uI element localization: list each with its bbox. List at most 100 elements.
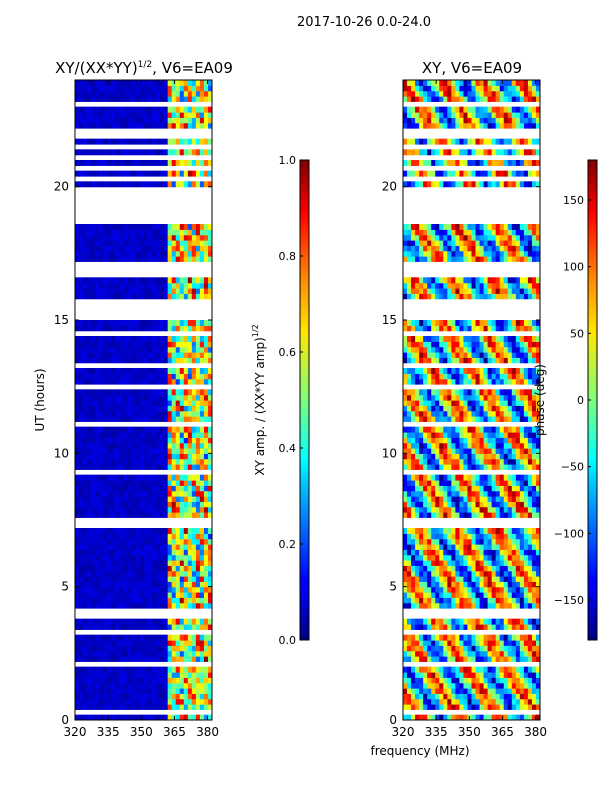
amp-heatmap-cell xyxy=(111,453,116,460)
amp-heatmap-cell xyxy=(207,682,212,689)
phase-heatmap-cell xyxy=(535,373,540,380)
phase-heatmap-cell xyxy=(495,688,501,694)
amp-heatmap-cell xyxy=(199,325,205,332)
phase-heatmap-cell xyxy=(423,533,428,540)
phase-heatmap-cell xyxy=(431,554,436,561)
phase-heatmap-cell xyxy=(447,501,452,508)
amp-heatmap-cell xyxy=(147,650,153,657)
phase-heatmap-cell xyxy=(471,394,477,401)
phase-heatmap-cell xyxy=(507,538,513,545)
phase-heatmap-cell xyxy=(531,581,537,588)
phase-heatmap-cell xyxy=(447,506,452,513)
amp-heatmap-cell xyxy=(179,586,185,593)
phase-heatmap-cell xyxy=(403,549,408,556)
phase-heatmap-cell xyxy=(511,501,517,508)
phase-heatmap-cell xyxy=(491,453,497,460)
amp-heatmap-cell xyxy=(191,512,197,518)
phase-heatmap-cell xyxy=(451,373,456,380)
phase-heatmap-cell xyxy=(487,373,493,380)
phase-heatmap-cell xyxy=(499,565,505,572)
phase-heatmap-cell xyxy=(427,688,432,694)
amp-heatmap-cell xyxy=(187,90,193,97)
amp-heatmap-cell xyxy=(139,416,145,422)
amp-heatmap-cell xyxy=(79,341,84,348)
amp-heatmap-cell xyxy=(123,640,128,646)
phase-heatmap-cell xyxy=(535,400,540,406)
amp-heatmap-cell xyxy=(203,320,209,326)
amp-heatmap-cell xyxy=(199,549,205,556)
phase-heatmap-cell xyxy=(407,597,412,604)
amp-heatmap-cell xyxy=(123,96,128,102)
amp-heatmap-cell xyxy=(187,666,193,673)
phase-heatmap-cell xyxy=(495,576,501,582)
amp-heatmap-cell xyxy=(131,570,137,577)
amp-heatmap-cell xyxy=(159,512,165,518)
phase-heatmap-cell xyxy=(455,624,461,630)
amp-heatmap-cell xyxy=(95,90,100,97)
amp-heatmap-cell xyxy=(155,224,161,230)
phase-heatmap-cell xyxy=(519,437,525,444)
amp-heatmap-cell xyxy=(107,624,112,630)
phase-heatmap-cell xyxy=(459,570,465,577)
phase-heatmap-cell xyxy=(507,400,513,406)
phase-heatmap-cell xyxy=(479,677,485,684)
amp-heatmap-cell xyxy=(155,426,161,433)
amp-heatmap-cell xyxy=(103,698,108,705)
phase-heatmap-cell xyxy=(451,592,456,598)
amp-heatmap-cell xyxy=(207,389,212,396)
phase-heatmap-cell xyxy=(403,378,408,385)
amp-heatmap-cell xyxy=(167,352,173,358)
amp-heatmap-cell xyxy=(175,480,181,486)
phase-heatmap-cell xyxy=(535,672,540,678)
amp-heatmap-cell xyxy=(159,288,165,294)
amp-heatmap-cell xyxy=(183,234,189,241)
amp-heatmap-cell xyxy=(95,586,100,593)
amp-heatmap-cell xyxy=(143,320,149,326)
phase-heatmap-cell xyxy=(535,432,540,438)
phase-heatmap-cell xyxy=(423,554,428,561)
amp-heatmap-cell xyxy=(79,224,84,230)
amp-heatmap-cell xyxy=(83,400,88,406)
amp-heatmap-cell xyxy=(127,634,133,641)
amp-heatmap-cell xyxy=(115,512,120,518)
amp-heatmap-cell xyxy=(75,432,80,438)
amp-heatmap-cell xyxy=(115,693,120,700)
amp-heatmap-cell xyxy=(147,474,153,481)
amp-heatmap-cell xyxy=(79,181,84,188)
phase-heatmap-cell xyxy=(455,506,461,513)
amp-heatmap-cell xyxy=(191,538,197,545)
amp-heatmap-cell xyxy=(115,357,120,364)
phase-heatmap-cell xyxy=(411,528,416,534)
amp-heatmap-cell xyxy=(123,570,128,577)
amp-heatmap-cell xyxy=(183,277,189,284)
amp-heatmap-cell xyxy=(187,277,193,284)
amp-heatmap-cell xyxy=(103,394,108,401)
phase-heatmap-cell xyxy=(523,576,529,582)
amp-heatmap-cell xyxy=(139,549,145,556)
amp-heatmap-cell xyxy=(139,533,145,540)
phase-heatmap-cell xyxy=(419,496,424,502)
phase-heatmap-cell xyxy=(415,634,420,641)
amp-heatmap-cell xyxy=(159,160,165,166)
amp-heatmap-cell xyxy=(119,602,124,609)
amp-heatmap-cell xyxy=(139,352,145,358)
amp-heatmap-cell xyxy=(75,602,80,609)
phase-heatmap-cell xyxy=(523,400,529,406)
phase-heatmap-cell xyxy=(491,682,497,689)
amp-heatmap-cell xyxy=(107,528,112,534)
phase-heatmap-cell xyxy=(427,448,432,454)
phase-heatmap-cell xyxy=(531,410,537,417)
amp-heatmap-cell xyxy=(115,624,120,630)
phase-heatmap-cell xyxy=(479,618,485,625)
amp-heatmap-cell xyxy=(83,682,88,689)
phase-heatmap-cell xyxy=(483,368,489,374)
phase-heatmap-cell xyxy=(427,405,432,412)
amp-heatmap-cell xyxy=(119,666,124,673)
amp-heatmap-cell xyxy=(127,90,133,97)
phase-heatmap-cell xyxy=(447,640,452,646)
amp-heatmap-cell xyxy=(95,293,100,300)
phase-heatmap-cell xyxy=(419,581,424,588)
phase-heatmap-cell xyxy=(519,528,525,534)
phase-heatmap-cell xyxy=(527,410,533,417)
amp-heatmap-cell xyxy=(199,714,205,720)
